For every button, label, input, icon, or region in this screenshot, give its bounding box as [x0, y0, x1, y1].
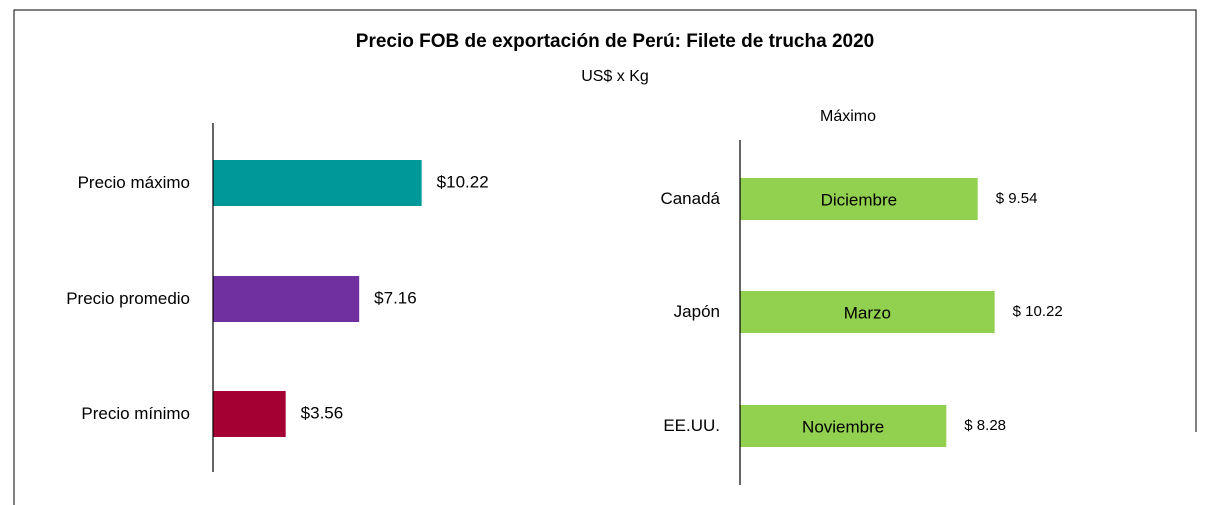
bar: [213, 160, 422, 206]
category-label: Japón: [673, 302, 720, 321]
bar: [740, 178, 978, 220]
value-label: $ 8.28: [964, 417, 1006, 434]
chart-subtitle: US$ x Kg: [581, 68, 649, 85]
value-label: $7.16: [374, 288, 417, 307]
value-label: $ 9.54: [996, 190, 1038, 207]
bar-label: Marzo: [844, 303, 891, 322]
category-label: EE.UU.: [663, 416, 720, 435]
bar: [213, 276, 360, 322]
value-label: $ 10.22: [1013, 303, 1063, 320]
bar: [213, 391, 286, 437]
chart-title: Máximo: [820, 108, 876, 125]
category-label: Precio máximo: [77, 173, 190, 192]
bar: [740, 405, 947, 447]
bar-label: Noviembre: [802, 417, 884, 436]
frame: [13, 9, 1197, 505]
value-label: $3.56: [301, 403, 344, 422]
bar-label: Diciembre: [821, 190, 898, 209]
category-label: Canadá: [660, 189, 720, 208]
category-label: Precio promedio: [66, 289, 190, 308]
category-label: Precio mínimo: [81, 404, 190, 423]
value-label: $10.22: [437, 172, 489, 191]
chart-title: Precio FOB de exportación de Perú: Filet…: [356, 31, 874, 52]
bar: [740, 291, 995, 333]
